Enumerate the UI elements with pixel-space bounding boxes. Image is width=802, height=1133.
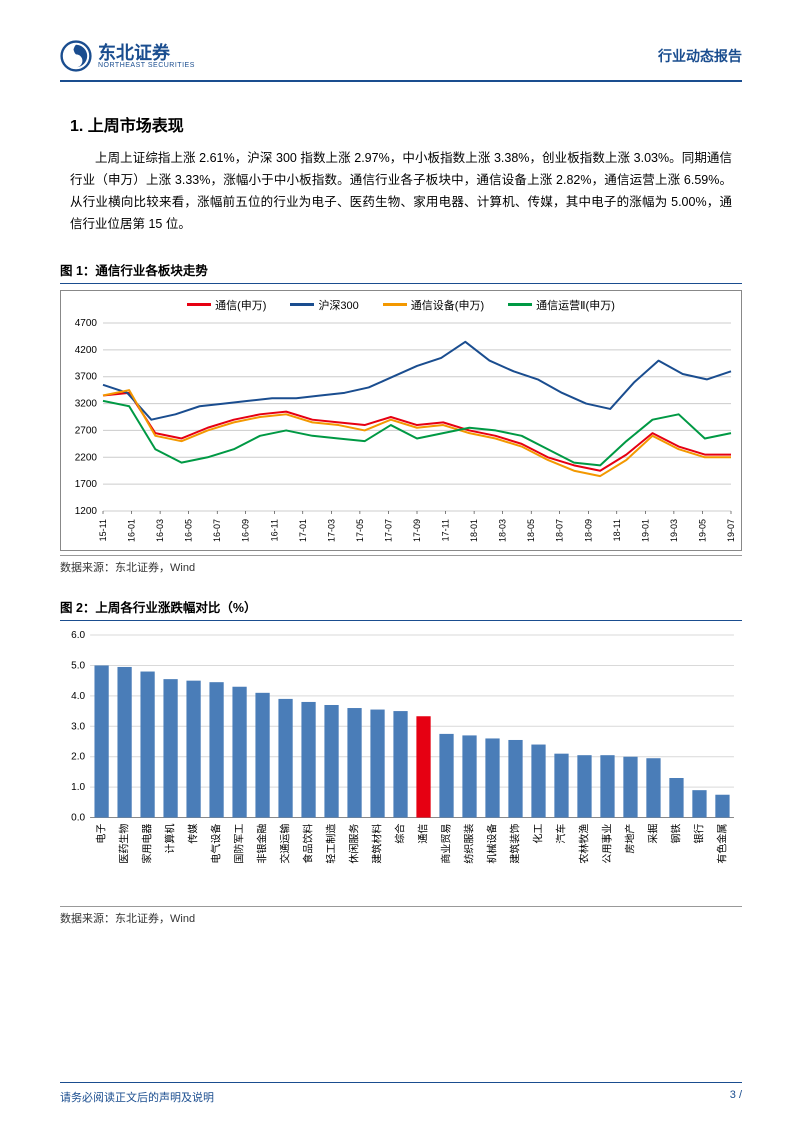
svg-text:家用电器: 家用电器 bbox=[141, 823, 154, 863]
svg-text:非银金融: 非银金融 bbox=[256, 823, 269, 863]
fig2-source: 数据来源：东北证券，Wind bbox=[60, 906, 742, 926]
svg-text:3.0: 3.0 bbox=[71, 721, 85, 732]
svg-text:16-09: 16-09 bbox=[241, 519, 251, 542]
page-footer: 请务必阅读正文后的声明及说明 3 / bbox=[60, 1082, 742, 1105]
svg-text:综合: 综合 bbox=[394, 823, 407, 843]
svg-text:3200: 3200 bbox=[75, 398, 98, 409]
legend-item: 通信设备(申万) bbox=[383, 297, 484, 313]
svg-text:食品饮料: 食品饮料 bbox=[302, 823, 315, 863]
company-logo-icon bbox=[60, 40, 92, 72]
legend-label: 通信设备(申万) bbox=[411, 297, 484, 313]
svg-text:16-01: 16-01 bbox=[127, 519, 137, 542]
legend-label: 沪深300 bbox=[318, 297, 358, 313]
report-type: 行业动态报告 bbox=[658, 46, 742, 66]
svg-text:16-03: 16-03 bbox=[155, 519, 165, 542]
svg-text:机械设备: 机械设备 bbox=[486, 823, 499, 863]
svg-text:1.0: 1.0 bbox=[71, 782, 85, 793]
legend-swatch bbox=[508, 303, 532, 306]
bar-chart-svg: 0.0 1.0 2.0 3.0 4.0 5.0 6.0 电子医药生物家用电器计算机传媒电气设备… bbox=[60, 627, 742, 898]
svg-text:19-07: 19-07 bbox=[726, 519, 736, 542]
svg-text:17-01: 17-01 bbox=[298, 519, 308, 542]
svg-text:通信: 通信 bbox=[418, 823, 430, 843]
svg-text:房地产: 房地产 bbox=[623, 823, 636, 853]
company-name-cn: 东北证券 bbox=[98, 44, 195, 62]
legend-item: 通信(申万) bbox=[187, 297, 266, 313]
logo-block: 东北证券 NORTHEAST SECURITIES bbox=[60, 40, 195, 72]
svg-text:公用事业: 公用事业 bbox=[600, 823, 613, 863]
fig1-source: 数据来源：东北证券，Wind bbox=[60, 555, 742, 575]
svg-text:18-11: 18-11 bbox=[612, 519, 622, 541]
svg-text:17-03: 17-03 bbox=[326, 519, 336, 542]
svg-text:18-09: 18-09 bbox=[583, 519, 593, 542]
svg-text:1700: 1700 bbox=[75, 479, 98, 490]
legend-item: 沪深300 bbox=[290, 297, 358, 313]
svg-text:有色金属: 有色金属 bbox=[715, 823, 728, 863]
svg-text:交通运输: 交通运输 bbox=[279, 823, 292, 863]
svg-text:医药生物: 医药生物 bbox=[118, 823, 131, 863]
svg-text:建筑材料: 建筑材料 bbox=[371, 823, 384, 863]
svg-text:1200: 1200 bbox=[75, 506, 98, 517]
svg-text:16-11: 16-11 bbox=[269, 519, 279, 541]
svg-text:18-03: 18-03 bbox=[498, 519, 508, 542]
svg-text:6.0: 6.0 bbox=[71, 630, 85, 641]
svg-text:建筑装饰: 建筑装饰 bbox=[509, 823, 522, 863]
legend-swatch bbox=[187, 303, 211, 306]
svg-text:4200: 4200 bbox=[75, 344, 98, 355]
legend-item: 通信运营Ⅱ(申万) bbox=[508, 297, 615, 313]
svg-text:银行: 银行 bbox=[692, 823, 705, 843]
svg-text:4.0: 4.0 bbox=[71, 690, 85, 701]
section-title-text: 上周市场表现 bbox=[88, 118, 184, 135]
svg-text:17-05: 17-05 bbox=[355, 519, 365, 542]
svg-text:19-05: 19-05 bbox=[697, 519, 707, 542]
svg-text:5.0: 5.0 bbox=[71, 660, 85, 671]
svg-text:2.0: 2.0 bbox=[71, 751, 85, 762]
svg-text:采掘: 采掘 bbox=[646, 823, 659, 843]
svg-text:16-05: 16-05 bbox=[184, 519, 194, 542]
footer-page-number: 3 / bbox=[730, 1089, 742, 1105]
svg-text:16-07: 16-07 bbox=[212, 519, 222, 542]
svg-text:17-09: 17-09 bbox=[412, 519, 422, 542]
line-chart-svg: 1200 1700 2200 2700 3200 3700 4200 4700 15-11 16-… bbox=[61, 315, 741, 545]
fig2-title: 图 2：上周各行业涨跌幅对比（%） bbox=[60, 597, 742, 621]
svg-text:商业贸易: 商业贸易 bbox=[440, 823, 453, 863]
svg-text:3700: 3700 bbox=[75, 371, 98, 382]
svg-text:4700: 4700 bbox=[75, 318, 98, 329]
svg-text:休闲服务: 休闲服务 bbox=[348, 823, 361, 863]
svg-text:传媒: 传媒 bbox=[188, 823, 200, 843]
section-heading: 1. 上周市场表现 bbox=[70, 112, 742, 136]
svg-text:19-01: 19-01 bbox=[640, 519, 650, 542]
svg-text:电气设备: 电气设备 bbox=[210, 823, 223, 863]
svg-text:计算机: 计算机 bbox=[164, 823, 177, 853]
svg-text:19-03: 19-03 bbox=[669, 519, 679, 542]
svg-text:15-11: 15-11 bbox=[98, 519, 108, 541]
page-header: 东北证券 NORTHEAST SECURITIES 行业动态报告 bbox=[60, 40, 742, 82]
svg-text:0.0: 0.0 bbox=[71, 812, 85, 823]
svg-text:钢铁: 钢铁 bbox=[669, 823, 682, 843]
svg-text:17-11: 17-11 bbox=[441, 519, 451, 541]
svg-text:国防军工: 国防军工 bbox=[233, 823, 246, 863]
svg-text:化工: 化工 bbox=[532, 823, 545, 843]
legend-label: 通信运营Ⅱ(申万) bbox=[536, 297, 615, 313]
svg-text:2700: 2700 bbox=[75, 425, 98, 436]
fig1-chart: 1200 1700 2200 2700 3200 3700 4200 4700 15-11 16-… bbox=[60, 315, 742, 551]
section-number: 1. bbox=[70, 118, 83, 135]
legend-swatch bbox=[290, 303, 314, 306]
svg-text:纺织服装: 纺织服装 bbox=[463, 823, 476, 863]
legend-label: 通信(申万) bbox=[215, 297, 266, 313]
svg-text:汽车: 汽车 bbox=[555, 823, 568, 843]
svg-text:18-01: 18-01 bbox=[469, 519, 479, 542]
svg-text:农林牧渔: 农林牧渔 bbox=[578, 823, 591, 863]
svg-text:轻工制造: 轻工制造 bbox=[325, 823, 338, 863]
svg-text:18-07: 18-07 bbox=[555, 519, 565, 542]
svg-text:17-07: 17-07 bbox=[383, 519, 393, 542]
svg-text:2200: 2200 bbox=[75, 452, 98, 463]
body-paragraph: 上周上证综指上涨 2.61%，沪深 300 指数上涨 2.97%，中小板指数上涨… bbox=[70, 148, 732, 236]
footer-disclaimer: 请务必阅读正文后的声明及说明 bbox=[60, 1089, 214, 1105]
legend-swatch bbox=[383, 303, 407, 306]
fig1-legend: 通信(申万) 沪深300 通信设备(申万) 通信运营Ⅱ(申万) bbox=[60, 290, 742, 315]
fig1-title: 图 1：通信行业各板块走势 bbox=[60, 260, 742, 284]
svg-text:18-05: 18-05 bbox=[526, 519, 536, 542]
svg-text:电子: 电子 bbox=[95, 823, 108, 843]
company-name-en: NORTHEAST SECURITIES bbox=[98, 62, 195, 69]
